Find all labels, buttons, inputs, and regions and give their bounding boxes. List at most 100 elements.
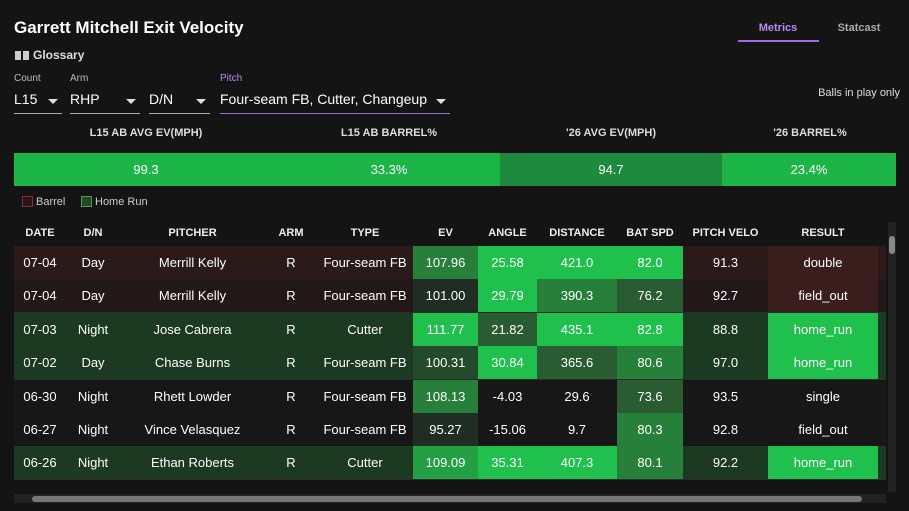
table-cell: 91.3 — [712, 255, 739, 270]
table-cell: 435.1 — [537, 312, 617, 346]
table-cell: 06-27 — [23, 422, 57, 437]
table-cell: Cutter — [347, 321, 383, 337]
table-cell: 111.77 — [413, 312, 478, 346]
table-cell: 88.8 — [712, 321, 739, 337]
table-cell: 9.7 — [567, 422, 587, 437]
table-cell: 100.31 — [413, 346, 478, 380]
table-cell: Day — [81, 355, 105, 371]
table-cell: 21.82 — [478, 312, 537, 346]
table-cell: home_run — [768, 446, 878, 480]
dropdown-arrow — [196, 99, 206, 104]
summary-header: '26 BARREL% — [773, 127, 847, 139]
table-cell: 421.0 — [537, 246, 617, 279]
table-cell: 101.00 — [413, 279, 478, 313]
table-cell: R — [286, 455, 296, 471]
table-cell: home_run — [768, 312, 878, 346]
filter-underline — [220, 113, 450, 114]
table-cell: 80.6 — [617, 346, 683, 380]
table-cell: R — [286, 355, 296, 371]
table-cell: 80.3 — [617, 413, 683, 446]
filter-label: Count — [14, 73, 41, 84]
table-cell: 92.8 — [712, 422, 739, 437]
column-header: D/N — [83, 227, 103, 239]
filter-label: Arm — [70, 73, 89, 84]
table-cell: Four-seam FB — [323, 255, 407, 270]
table-cell: Four-seam FB — [323, 355, 407, 371]
scrollbar-track — [888, 222, 896, 492]
table-row: 07-02 Day Chase Burns R Four-seam FB 100.31 30… — [14, 346, 886, 381]
table-cell: Night — [77, 455, 109, 471]
table-cell: Night — [77, 321, 109, 337]
table-cell: 07-04 — [23, 288, 57, 304]
table-row: 07-04 Day Merrill Kelly R Four-seam FB 107.96… — [14, 246, 886, 280]
column-header: ARM — [278, 227, 304, 239]
glossary-link[interactable]: Glossary — [33, 48, 85, 62]
table-cell: 07-04 — [23, 255, 57, 270]
table-cell: -4.03 — [492, 388, 523, 404]
table-cell: single — [806, 388, 840, 404]
table-cell: 92.2 — [712, 455, 739, 471]
table-cell: Four-seam FB — [323, 422, 407, 437]
table-cell: Merrill Kelly — [158, 288, 227, 304]
table-row: 07-03 Night Jose Cabrera R Cutter 111.77 21.82… — [14, 312, 886, 347]
note: Balls in play only — [818, 87, 900, 99]
filter-value[interactable]: Four-seam FB, Cutter, Changeup — [220, 91, 427, 107]
table-cell: Day — [81, 288, 105, 304]
table-cell: 92.7 — [712, 288, 739, 304]
summary-header: L15 AB AVG EV(MPH) — [89, 127, 203, 139]
summary-header: L15 AB BARREL% — [340, 127, 438, 139]
column-header: TYPE — [350, 227, 380, 239]
table-cell: 06-30 — [23, 388, 57, 404]
table-row: 06-30 Night Rhett Lowder R Four-seam FB 108.1… — [14, 379, 886, 414]
table-cell: 29.79 — [478, 279, 537, 313]
tab[interactable]: Metrics — [758, 22, 798, 34]
scrollbar-thumb[interactable] — [889, 236, 895, 254]
table-cell: R — [286, 288, 296, 304]
table-cell: 95.27 — [413, 413, 478, 446]
legend-swatch — [22, 196, 33, 207]
filter-underline — [70, 113, 140, 114]
column-header: ANGLE — [488, 227, 527, 239]
table-cell: double — [768, 246, 878, 279]
table-cell: Night — [77, 388, 109, 404]
table-cell: 107.96 — [413, 246, 478, 279]
summary-value: 33.3% — [278, 153, 500, 186]
column-header: DISTANCE — [549, 227, 605, 239]
filter-value[interactable]: RHP — [70, 91, 100, 107]
table-cell: Four-seam FB — [323, 288, 407, 304]
tab[interactable]: Statcast — [837, 22, 881, 34]
table-cell: 25.58 — [478, 246, 537, 279]
table-cell: Rhett Lowder — [153, 388, 232, 404]
filter-label: Pitch — [220, 73, 243, 84]
table-cell: 108.13 — [413, 379, 478, 413]
filter-underline — [14, 113, 62, 114]
summary-value: 94.7 — [500, 153, 722, 186]
table-cell: Four-seam FB — [323, 388, 407, 404]
table-cell: -15.06 — [489, 422, 526, 437]
table-cell: Day — [81, 255, 105, 270]
hscroll-thumb[interactable] — [32, 496, 862, 502]
table-cell: 82.8 — [617, 312, 683, 346]
table-cell: 93.5 — [712, 388, 739, 404]
filter-value[interactable]: D/N — [149, 91, 174, 107]
title: Garrett Mitchell Exit Velocity — [14, 18, 244, 37]
summary-header: '26 AVG EV(MPH) — [565, 127, 657, 139]
table-cell: 97.0 — [712, 355, 739, 371]
table-cell: 73.6 — [617, 379, 683, 413]
table-cell: R — [286, 321, 296, 337]
table-cell: Merrill Kelly — [158, 255, 227, 270]
table-cell: field_out — [798, 422, 848, 437]
legend-label: Barrel — [36, 196, 66, 208]
summary-value: 99.3 — [14, 153, 278, 186]
table-cell: 82.0 — [617, 246, 683, 279]
column-header: BAT SPD — [626, 227, 674, 239]
table: DATE D/N PITCHER ARM TYPE EV ANGLE DISTANCE BAT … — [14, 220, 886, 492]
table-cell: Vince Velasquez — [144, 422, 241, 437]
book-icon — [15, 51, 29, 60]
table-cell: 29.6 — [564, 388, 590, 404]
table-cell: 07-03 — [23, 321, 57, 337]
filter-value[interactable]: L15 — [14, 91, 38, 107]
dropdown-arrow — [126, 99, 136, 104]
table-cell: home_run — [768, 346, 878, 380]
